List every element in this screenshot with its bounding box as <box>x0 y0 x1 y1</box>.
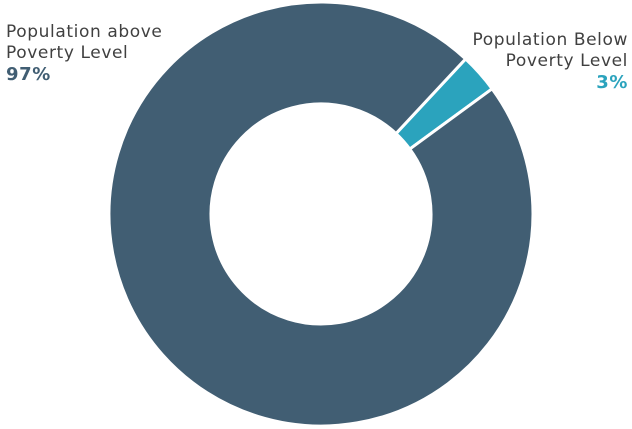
slice-label-below-poverty: Population Below Poverty Level 3% <box>428 30 628 93</box>
slice-label-above-poverty: Population above Poverty Level 97% <box>6 22 206 85</box>
slice-value-below-poverty: 3% <box>596 72 628 93</box>
slice-above-poverty <box>107 0 535 428</box>
slice-value-above-poverty: 97% <box>6 64 51 85</box>
slice-label-above-line2: Poverty Level <box>6 43 129 63</box>
slice-label-above-line1: Population above <box>6 22 163 42</box>
slice-label-below-line2: Poverty Level <box>505 51 628 71</box>
slice-label-below-line1: Population Below <box>472 30 628 50</box>
